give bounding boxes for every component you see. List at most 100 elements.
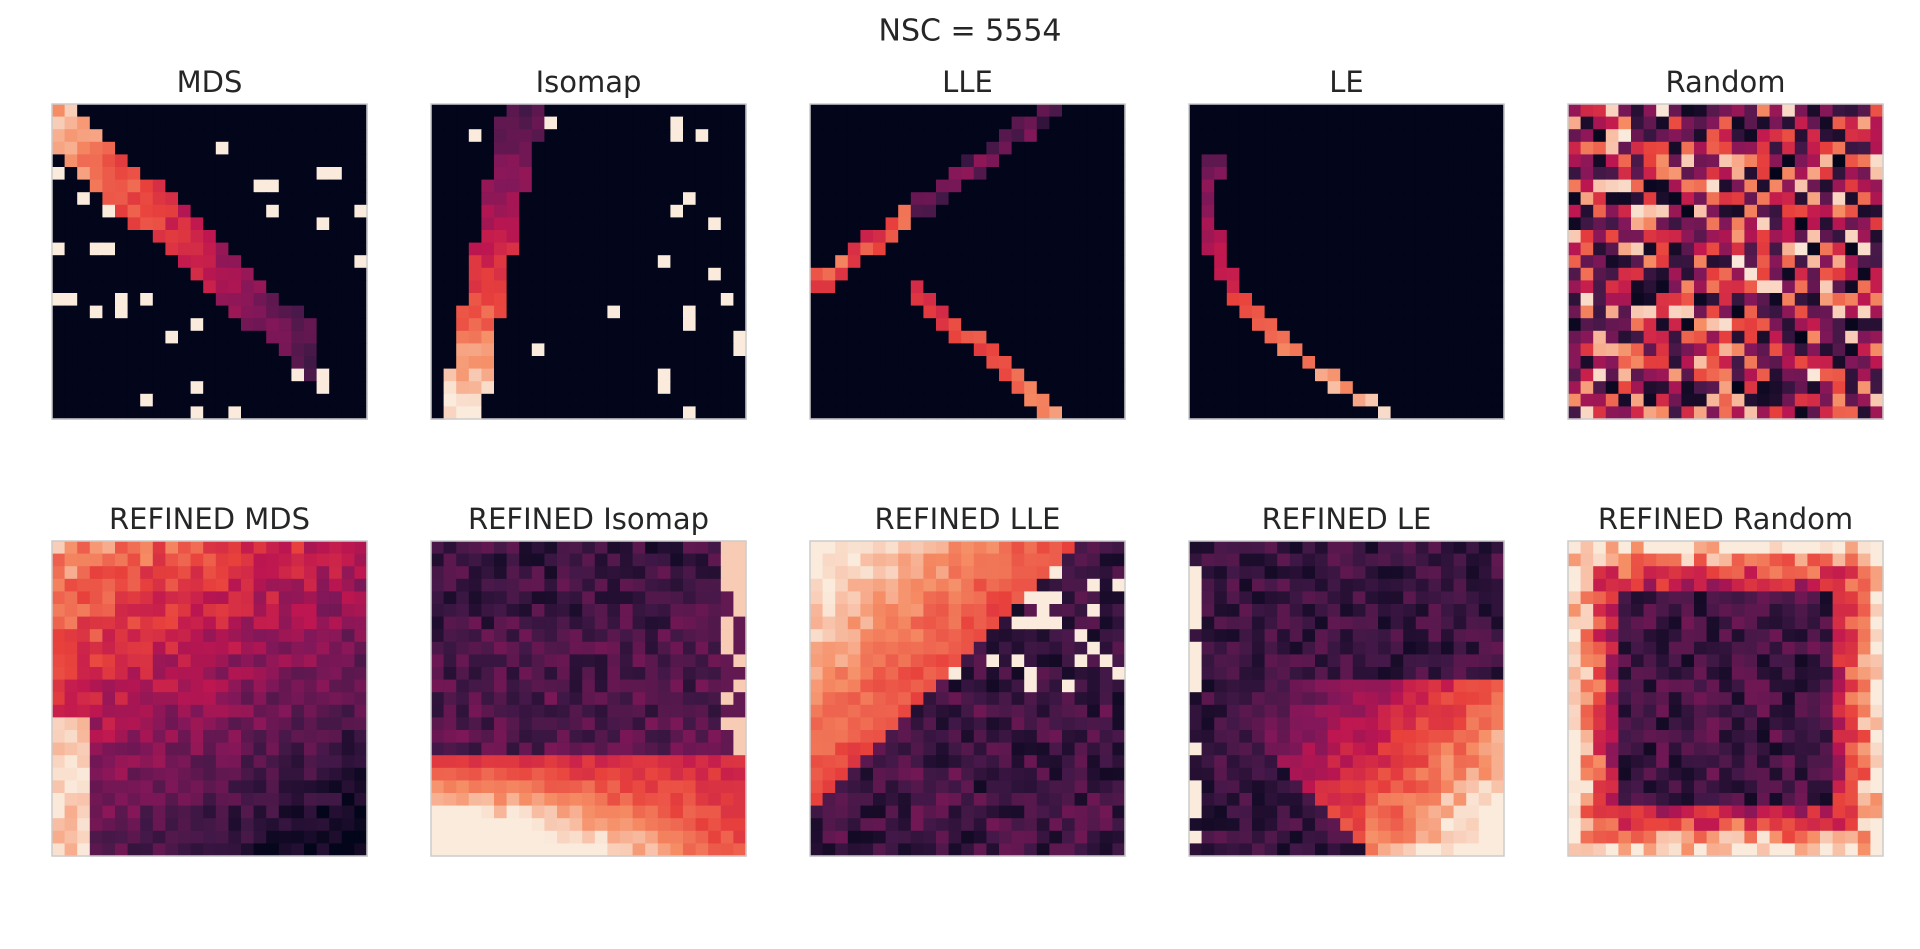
heatmap-cell — [1643, 255, 1657, 269]
heatmap-cell — [456, 818, 470, 832]
heatmap-cell — [1087, 393, 1101, 407]
heatmap-cell — [64, 704, 78, 718]
heatmap-cell — [519, 767, 533, 781]
heatmap-cell — [936, 381, 950, 395]
heatmap-cell — [1757, 230, 1771, 244]
heatmap-cell — [1074, 566, 1088, 580]
heatmap-cell — [948, 730, 962, 744]
heatmap-cell — [657, 129, 671, 143]
heatmap-cell — [190, 330, 204, 344]
heatmap-cell — [569, 280, 583, 294]
heatmap-cell — [847, 742, 861, 756]
heatmap-cell — [835, 230, 849, 244]
heatmap-cell — [720, 204, 734, 218]
heatmap-cell — [468, 742, 482, 756]
heatmap-cell — [456, 553, 470, 567]
heatmap-cell — [1277, 230, 1291, 244]
heatmap-cell — [1112, 217, 1126, 231]
heatmap-cell — [898, 616, 912, 630]
heatmap-cell — [1453, 204, 1467, 218]
heatmap-cell — [1706, 230, 1720, 244]
heatmap-cell — [582, 280, 596, 294]
heatmap-cell — [266, 406, 280, 420]
heatmap-cell — [228, 843, 242, 857]
heatmap-cell — [1315, 330, 1329, 344]
heatmap-cell — [89, 368, 103, 382]
heatmap-cell — [1277, 167, 1291, 181]
heatmap-cell — [1087, 616, 1101, 630]
heatmap-cell — [1656, 116, 1670, 130]
heatmap-cell — [557, 141, 571, 155]
heatmap-cell — [127, 767, 141, 781]
heatmap-cell — [52, 129, 66, 143]
heatmap-cell — [52, 717, 66, 731]
heatmap-cell — [1011, 629, 1025, 643]
heatmap-cell — [127, 578, 141, 592]
heatmap-cell — [1593, 255, 1607, 269]
heatmap-cell — [506, 204, 520, 218]
heatmap-cell — [885, 116, 899, 130]
heatmap-cell — [178, 406, 192, 420]
heatmap-cell — [657, 104, 671, 118]
heatmap-cell — [557, 742, 571, 756]
heatmap-cell — [278, 381, 292, 395]
heatmap-cell — [1415, 167, 1429, 181]
heatmap-cell — [594, 230, 608, 244]
heatmap-cell — [494, 343, 508, 357]
heatmap-cell — [77, 541, 91, 555]
heatmap-cell — [986, 616, 1000, 630]
heatmap-cell — [354, 641, 368, 655]
heatmap-cell — [683, 104, 697, 118]
heatmap-cell — [594, 167, 608, 181]
heatmap-cell — [708, 818, 722, 832]
heatmap-cell — [291, 780, 305, 794]
heatmap-cell — [582, 742, 596, 756]
heatmap-cell — [620, 293, 634, 307]
heatmap-cell — [948, 104, 962, 118]
heatmap-cell — [1099, 116, 1113, 130]
heatmap-cell — [228, 330, 242, 344]
heatmap-cell — [594, 368, 608, 382]
heatmap-cell — [1264, 204, 1278, 218]
heatmap-cell — [810, 305, 824, 319]
heatmap-cell — [152, 129, 166, 143]
heatmap-cell — [1087, 255, 1101, 269]
heatmap-cell — [822, 679, 836, 693]
heatmap-cell — [822, 192, 836, 206]
heatmap-cell — [860, 629, 874, 643]
heatmap-cell — [52, 167, 66, 181]
heatmap-cell — [582, 717, 596, 731]
heatmap-cell — [582, 767, 596, 781]
heatmap-cell — [1112, 356, 1126, 370]
heatmap-cell — [241, 553, 255, 567]
heatmap-cell — [165, 116, 179, 130]
heatmap-cell — [1302, 368, 1316, 382]
heatmap-cell — [594, 843, 608, 857]
heatmap-cell — [1757, 293, 1771, 307]
heatmap-cell — [695, 293, 709, 307]
heatmap-cell — [1782, 381, 1796, 395]
heatmap-cell — [1466, 116, 1480, 130]
heatmap-cell — [304, 553, 318, 567]
heatmap-cell — [178, 704, 192, 718]
heatmap-cell — [910, 818, 924, 832]
heatmap-cell — [241, 541, 255, 555]
heatmap-cell — [569, 242, 583, 256]
heatmap-cell — [1226, 104, 1240, 118]
heatmap-cell — [127, 566, 141, 580]
heatmap-cell — [1074, 742, 1088, 756]
heatmap-cell — [1719, 255, 1733, 269]
heatmap-cell — [810, 293, 824, 307]
heatmap-cell — [215, 692, 229, 706]
heatmap-cell — [1428, 406, 1442, 420]
heatmap-cell — [316, 204, 330, 218]
heatmap-cell — [77, 343, 91, 357]
heatmap-cell — [1099, 629, 1113, 643]
heatmap-cell — [506, 541, 520, 555]
heatmap-cell — [898, 116, 912, 130]
heatmap-cell — [873, 104, 887, 118]
heatmap-cell — [316, 406, 330, 420]
heatmap-cell — [178, 255, 192, 269]
heatmap-cell — [64, 406, 78, 420]
heatmap-cell — [986, 541, 1000, 555]
